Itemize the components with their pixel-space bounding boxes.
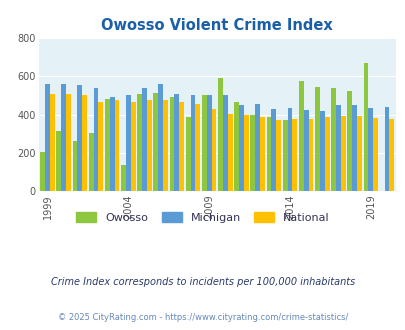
Bar [88, 133, 93, 191]
Bar [190, 94, 195, 191]
Bar [324, 116, 329, 191]
Bar [174, 94, 179, 191]
Bar [287, 108, 292, 191]
Legend: Owosso, Michigan, National: Owosso, Michigan, National [72, 208, 333, 227]
Bar [126, 95, 130, 191]
Bar [303, 110, 308, 191]
Bar [351, 105, 356, 191]
Bar [227, 114, 232, 191]
Bar [298, 81, 303, 191]
Bar [222, 94, 227, 191]
Bar [137, 94, 142, 191]
Bar [104, 99, 109, 191]
Bar [158, 84, 163, 191]
Bar [243, 115, 248, 191]
Bar [179, 102, 183, 191]
Bar [239, 105, 243, 191]
Bar [142, 88, 147, 191]
Bar [185, 116, 190, 191]
Bar [275, 120, 280, 191]
Bar [308, 119, 313, 191]
Bar [206, 94, 211, 191]
Bar [50, 94, 55, 191]
Bar [72, 141, 77, 191]
Bar [292, 119, 296, 191]
Bar [195, 104, 200, 191]
Bar [362, 63, 367, 191]
Title: Owosso Violent Crime Index: Owosso Violent Crime Index [101, 17, 332, 33]
Bar [45, 84, 50, 191]
Bar [347, 91, 351, 191]
Bar [153, 93, 158, 191]
Bar [388, 118, 393, 191]
Bar [201, 95, 206, 191]
Bar [147, 100, 151, 191]
Bar [234, 102, 239, 191]
Bar [335, 105, 340, 191]
Bar [217, 78, 222, 191]
Bar [282, 120, 287, 191]
Bar [211, 109, 216, 191]
Bar [98, 102, 103, 191]
Bar [266, 116, 271, 191]
Bar [114, 100, 119, 191]
Bar [121, 165, 126, 191]
Text: © 2025 CityRating.com - https://www.cityrating.com/crime-statistics/: © 2025 CityRating.com - https://www.city… [58, 313, 347, 322]
Bar [40, 152, 45, 191]
Text: Crime Index corresponds to incidents per 100,000 inhabitants: Crime Index corresponds to incidents per… [51, 278, 354, 287]
Bar [271, 109, 275, 191]
Bar [314, 87, 319, 191]
Bar [109, 97, 114, 191]
Bar [66, 94, 71, 191]
Bar [340, 115, 345, 191]
Bar [255, 104, 260, 191]
Bar [260, 116, 264, 191]
Bar [372, 117, 377, 191]
Bar [319, 111, 324, 191]
Bar [61, 84, 66, 191]
Bar [384, 107, 388, 191]
Bar [56, 131, 61, 191]
Bar [356, 115, 361, 191]
Bar [250, 115, 255, 191]
Bar [93, 88, 98, 191]
Bar [77, 85, 82, 191]
Bar [330, 88, 335, 191]
Bar [367, 108, 372, 191]
Bar [169, 97, 174, 191]
Bar [163, 100, 168, 191]
Bar [130, 102, 135, 191]
Bar [82, 94, 87, 191]
